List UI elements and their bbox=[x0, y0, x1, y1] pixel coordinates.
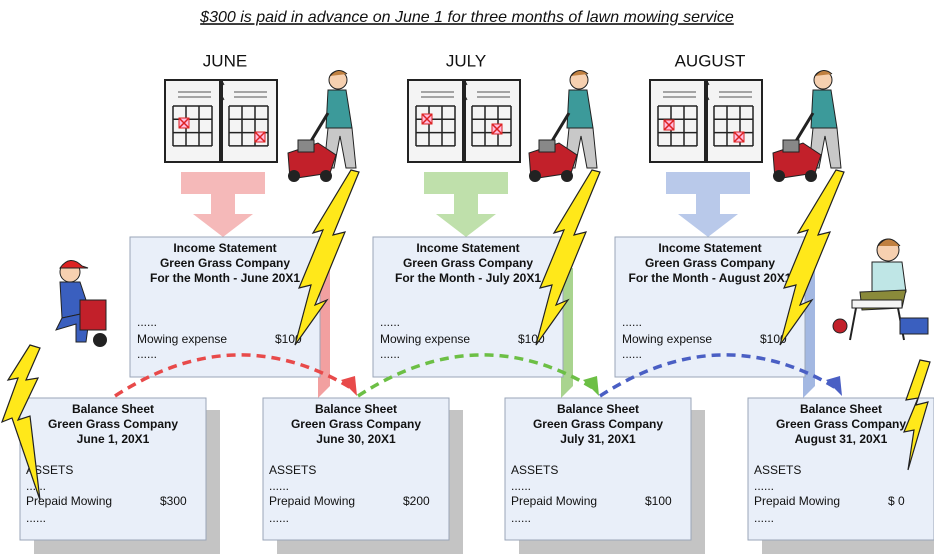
company-name: Green Grass Company bbox=[291, 417, 421, 431]
shirt bbox=[811, 90, 837, 128]
flow-arrow bbox=[666, 172, 750, 237]
statement-period: For the Month - August 20X1 bbox=[629, 271, 792, 285]
ellipsis: ...... bbox=[380, 315, 400, 329]
calendar-icon bbox=[650, 80, 762, 162]
statement-period: For the Month - July 20X1 bbox=[395, 271, 541, 285]
month-label: JUNE bbox=[203, 51, 247, 70]
company-name: Green Grass Company bbox=[533, 417, 663, 431]
mower-engine bbox=[539, 140, 555, 152]
mower-man-icon bbox=[529, 70, 597, 182]
worker-icon bbox=[56, 260, 107, 347]
amount: $100 bbox=[645, 494, 672, 508]
statement-date: July 31, 20X1 bbox=[560, 432, 636, 446]
section-label: ASSETS bbox=[754, 463, 801, 477]
statement-date: June 1, 20X1 bbox=[77, 432, 150, 446]
amount: $300 bbox=[160, 494, 187, 508]
transfer-arrowhead bbox=[826, 376, 842, 396]
hair bbox=[878, 239, 900, 246]
line-item: Prepaid Mowing bbox=[754, 494, 840, 508]
ellipsis: ...... bbox=[26, 511, 46, 525]
chair bbox=[852, 300, 902, 308]
statement-date: June 30, 20X1 bbox=[316, 432, 396, 446]
statement-title: Balance Sheet bbox=[72, 402, 154, 416]
mower-body bbox=[80, 300, 106, 330]
mower-man-icon bbox=[288, 70, 356, 182]
ellipsis: ...... bbox=[511, 511, 531, 525]
line-item: Mowing expense bbox=[137, 332, 227, 346]
transfer-arrowhead bbox=[583, 376, 599, 396]
ellipsis: ...... bbox=[137, 347, 157, 361]
wheel bbox=[320, 170, 332, 182]
ellipsis: ...... bbox=[269, 511, 289, 525]
wheel bbox=[805, 170, 817, 182]
chair-leg bbox=[850, 308, 856, 340]
line-item: Mowing expense bbox=[622, 332, 712, 346]
month-label: JULY bbox=[446, 51, 486, 70]
company-name: Green Grass Company bbox=[776, 417, 906, 431]
wheel bbox=[833, 319, 847, 333]
transfer-arrowhead bbox=[341, 376, 357, 396]
company-name: Green Grass Company bbox=[160, 256, 290, 270]
flow-arrow bbox=[424, 172, 508, 237]
ellipsis: ...... bbox=[137, 315, 157, 329]
shirt bbox=[567, 90, 593, 128]
relaxing-man-icon bbox=[833, 239, 928, 340]
section-label: ASSETS bbox=[269, 463, 316, 477]
ellipsis: ...... bbox=[754, 479, 774, 493]
wheel bbox=[288, 170, 300, 182]
calendar-icon bbox=[165, 80, 277, 162]
ellipsis: ...... bbox=[622, 315, 642, 329]
cap bbox=[60, 260, 88, 268]
line-item: Prepaid Mowing bbox=[511, 494, 597, 508]
calendar-icon bbox=[408, 80, 520, 162]
ellipsis: ...... bbox=[269, 479, 289, 493]
ellipsis: ...... bbox=[622, 347, 642, 361]
company-name: Green Grass Company bbox=[48, 417, 178, 431]
section-label: ASSETS bbox=[511, 463, 558, 477]
shirt bbox=[326, 90, 352, 128]
page-title: $300 is paid in advance on June 1 for th… bbox=[199, 9, 734, 26]
mower-engine bbox=[298, 140, 314, 152]
statement-title: Balance Sheet bbox=[800, 402, 882, 416]
line-item: Prepaid Mowing bbox=[269, 494, 355, 508]
ellipsis: ...... bbox=[754, 511, 774, 525]
company-name: Green Grass Company bbox=[403, 256, 533, 270]
statement-date: August 31, 20X1 bbox=[795, 432, 888, 446]
wheel bbox=[561, 170, 573, 182]
wheel bbox=[93, 333, 107, 347]
mower-engine bbox=[783, 140, 799, 152]
ellipsis: ...... bbox=[380, 347, 400, 361]
month-label: AUGUST bbox=[675, 51, 746, 70]
amount: $200 bbox=[403, 494, 430, 508]
statement-title: Income Statement bbox=[416, 241, 519, 255]
wheel bbox=[773, 170, 785, 182]
amount: $ 0 bbox=[888, 494, 905, 508]
diagram: $300 is paid in advance on June 1 for th… bbox=[0, 0, 934, 556]
statement-title: Income Statement bbox=[658, 241, 761, 255]
statement-title: Income Statement bbox=[173, 241, 276, 255]
wheel bbox=[529, 170, 541, 182]
line-item: Mowing expense bbox=[380, 332, 470, 346]
toy-mower bbox=[900, 318, 928, 334]
ellipsis: ...... bbox=[511, 479, 531, 493]
statement-title: Balance Sheet bbox=[315, 402, 397, 416]
statement-title: Balance Sheet bbox=[557, 402, 639, 416]
statement-period: For the Month - June 20X1 bbox=[150, 271, 300, 285]
company-name: Green Grass Company bbox=[645, 256, 775, 270]
flow-arrow bbox=[181, 172, 265, 237]
mower-man-icon bbox=[773, 70, 841, 182]
